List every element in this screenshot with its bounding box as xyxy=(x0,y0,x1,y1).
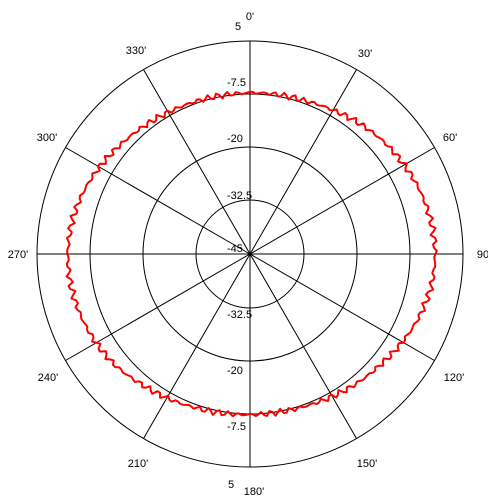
radial-label-bottom-5: 5 xyxy=(228,479,234,491)
spoke-300 xyxy=(65,147,251,255)
spoke-240 xyxy=(65,253,251,361)
radial-label-top-minus-32-5: -32.5 xyxy=(227,190,252,202)
radial-label-bottom-minus-32-5: -32.5 xyxy=(227,309,252,321)
angle-label-150: 150' xyxy=(357,458,377,470)
angle-label-30: 30' xyxy=(358,48,372,60)
angle-label-270: 270' xyxy=(8,249,28,261)
angle-label-120: 120' xyxy=(444,372,464,384)
radial-label-top-5: 5 xyxy=(235,21,241,33)
series-trace-0 xyxy=(65,90,438,418)
radial-label-bottom-minus-7-5: -7.5 xyxy=(227,421,246,433)
series-layer xyxy=(65,90,438,418)
radial-label-center-minus-45: -45 xyxy=(227,243,243,255)
angle-label-240: 240' xyxy=(38,372,58,384)
radial-label-top-minus-20: -20 xyxy=(227,133,243,145)
radial-label-top-minus-7-5: -7.5 xyxy=(227,77,246,89)
angle-label-0: 0' xyxy=(246,11,254,23)
spoke-330 xyxy=(143,69,251,255)
radial-tick-labels: 5 -7.5 -20 -32.5 -45 -32.5 -20 -7.5 5 xyxy=(227,21,252,491)
angle-label-180: 180' xyxy=(244,486,264,498)
angle-label-60: 60' xyxy=(443,132,457,144)
spoke-60 xyxy=(249,147,435,255)
spoke-120 xyxy=(249,253,435,361)
angle-label-330: 330' xyxy=(126,45,146,57)
angle-spokes xyxy=(37,41,463,467)
angle-label-90: 90 xyxy=(477,249,488,261)
spoke-150 xyxy=(249,253,357,439)
spoke-210 xyxy=(143,253,251,439)
radial-label-bottom-minus-20: -20 xyxy=(227,365,243,377)
angle-tick-labels: 0' 30' 60' 90 120' 150' 180' 210' 240' 2… xyxy=(8,11,488,498)
angle-label-210: 210' xyxy=(128,458,148,470)
angle-label-300: 300' xyxy=(37,132,57,144)
spoke-30 xyxy=(249,69,357,255)
